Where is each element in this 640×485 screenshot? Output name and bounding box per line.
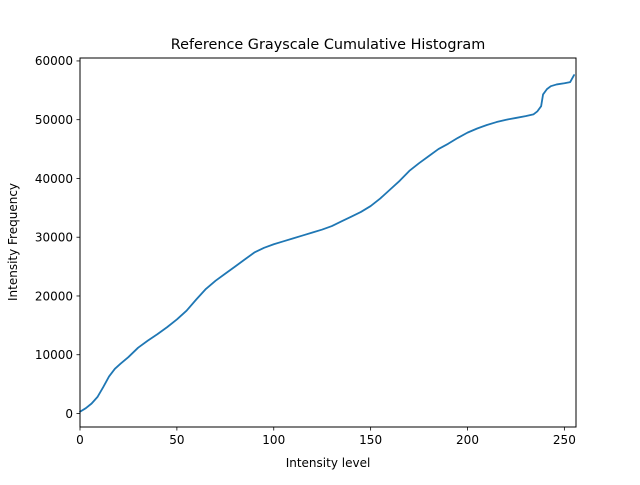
x-tick-label: 50 (169, 433, 184, 447)
plot-area (80, 58, 576, 427)
y-tick-label: 10000 (35, 348, 73, 362)
y-tick-label: 40000 (35, 172, 73, 186)
x-tick-label: 100 (262, 433, 285, 447)
y-tick-label: 60000 (35, 54, 73, 68)
chart-title: Reference Grayscale Cumulative Histogram (171, 37, 485, 53)
x-tick-label: 200 (456, 433, 479, 447)
y-tick-label: 30000 (35, 231, 73, 245)
y-tick-label: 0 (65, 407, 73, 421)
y-tick-label: 20000 (35, 289, 73, 303)
x-axis-ticks: 0 50 100 150 200 250 (76, 427, 576, 447)
plot-frame (79, 57, 577, 428)
x-tick-label: 150 (359, 433, 382, 447)
y-tick-label: 50000 (35, 113, 73, 127)
x-tick-label: 250 (553, 433, 576, 447)
x-tick-label: 0 (76, 433, 84, 447)
y-axis-ticks: 0 10000 20000 30000 40000 50000 60000 (35, 54, 80, 421)
data-layer (79, 74, 575, 413)
x-axis-label: Intensity level (286, 456, 371, 470)
y-axis-label: Intensity Frequency (6, 183, 20, 301)
cumulative-series-line (79, 74, 575, 413)
